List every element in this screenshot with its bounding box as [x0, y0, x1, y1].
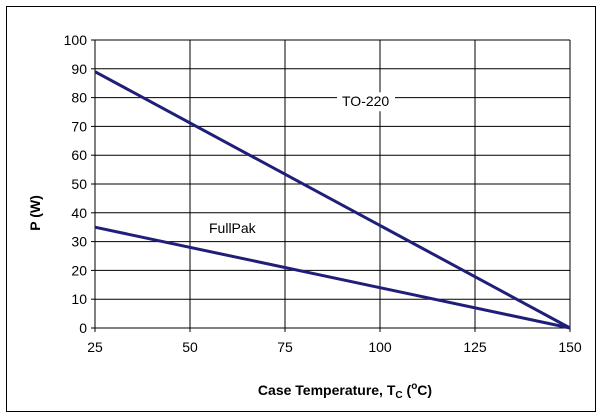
y-tick-label: 0 — [79, 320, 87, 336]
x-tick-label: 125 — [463, 339, 487, 355]
tick-labels: 0 10 20 30 40 50 60 70 80 90 100 25 50 75 100 125 150 — [64, 32, 582, 355]
series-label-bg — [204, 218, 270, 238]
series-label-bg — [337, 92, 395, 112]
x-tick-label: 25 — [87, 339, 103, 355]
series-label: TO-220 — [342, 93, 389, 109]
y-axis-title: P (W) — [27, 195, 43, 231]
y-tick-label: 100 — [64, 32, 88, 48]
y-tick-label: 50 — [71, 176, 87, 192]
y-tick-label: 10 — [71, 291, 87, 307]
series-labels: TO-220 FullPak — [204, 92, 395, 238]
x-tick-label: 75 — [277, 339, 293, 355]
x-tick-label: 150 — [558, 339, 582, 355]
chart-frame — [6, 6, 596, 412]
axes — [91, 39, 571, 332]
y-tick-label: 40 — [71, 205, 87, 221]
series-line-fullpak — [94, 225, 571, 330]
y-tick-label: 90 — [71, 61, 87, 77]
y-tick-label: 70 — [71, 118, 87, 134]
y-tick-label: 20 — [71, 262, 87, 278]
grid — [94, 39, 571, 329]
x-tick-label: 50 — [182, 339, 198, 355]
series-label: FullPak — [209, 220, 257, 236]
y-tick-label: 60 — [71, 147, 87, 163]
series-line-to-220 — [94, 70, 571, 330]
y-tick-label: 80 — [71, 90, 87, 106]
series-lines — [94, 70, 571, 330]
x-tick-label: 100 — [368, 339, 392, 355]
x-axis-title: Case Temperature, TC (oC) — [258, 381, 432, 401]
y-tick-label: 30 — [71, 234, 87, 250]
